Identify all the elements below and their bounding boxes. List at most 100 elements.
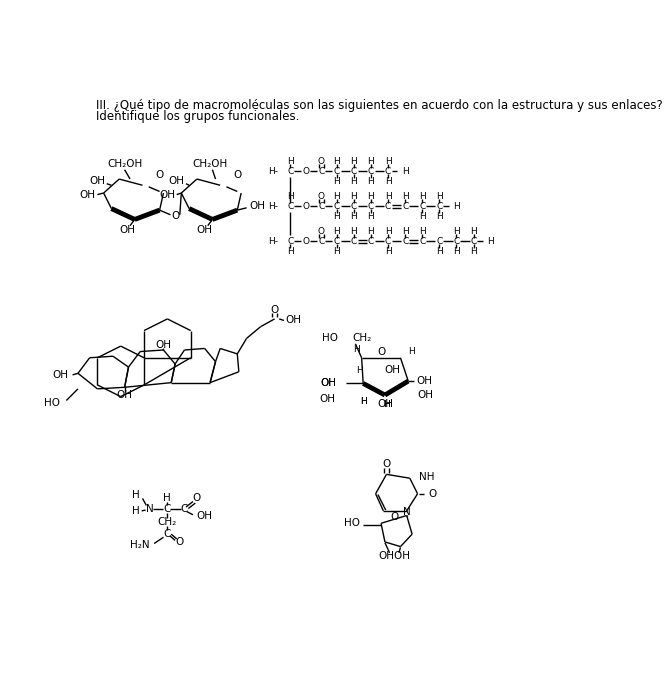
Text: H: H (488, 237, 494, 246)
Text: C: C (436, 237, 442, 246)
Text: C: C (419, 237, 425, 246)
Text: H: H (351, 177, 357, 186)
Text: OH: OH (116, 390, 132, 400)
Text: O: O (318, 192, 324, 201)
Text: H: H (367, 212, 375, 220)
Text: H: H (436, 192, 443, 201)
Text: H: H (163, 494, 171, 503)
Text: H: H (367, 227, 375, 236)
Text: OH: OH (197, 225, 213, 235)
Text: C: C (287, 202, 293, 211)
Text: III. ¿Qué tipo de macromoléculas son las siguientes en acuerdo con la estructura: III. ¿Qué tipo de macromoléculas son las… (96, 99, 662, 112)
Text: C: C (334, 237, 340, 246)
Text: H: H (385, 157, 391, 166)
Text: H: H (383, 400, 390, 409)
Text: C: C (351, 202, 357, 211)
Text: OH: OH (52, 370, 68, 380)
Text: H₂N: H₂N (130, 540, 149, 550)
Text: C: C (287, 167, 293, 176)
Text: O: O (270, 304, 279, 314)
Text: H: H (287, 247, 294, 256)
Text: H: H (360, 397, 367, 406)
Text: O: O (171, 211, 179, 221)
Text: H: H (353, 346, 360, 354)
Text: OH: OH (89, 176, 105, 186)
Text: OH: OH (320, 379, 337, 389)
Text: H: H (287, 157, 294, 166)
Text: H: H (132, 490, 140, 500)
Text: H: H (453, 227, 460, 236)
Text: C: C (385, 202, 391, 211)
Text: H: H (419, 212, 425, 220)
Text: H: H (453, 247, 460, 256)
Text: Identifique los grupos funcionales.: Identifique los grupos funcionales. (96, 111, 299, 123)
Text: H: H (436, 247, 443, 256)
Text: OH: OH (155, 340, 171, 349)
Text: H: H (402, 192, 409, 201)
Text: H: H (385, 247, 391, 256)
Text: OH: OH (320, 379, 337, 389)
Text: O: O (318, 227, 324, 236)
Text: H: H (333, 177, 340, 186)
Text: O: O (302, 202, 309, 211)
Text: O: O (155, 170, 164, 180)
Text: O: O (383, 459, 391, 469)
Text: H-: H- (268, 167, 278, 176)
Text: H: H (333, 227, 340, 236)
Text: H: H (385, 192, 391, 201)
Text: OH: OH (119, 225, 135, 235)
Text: OH: OH (377, 400, 393, 410)
Text: OH: OH (319, 394, 335, 404)
Text: H: H (385, 177, 391, 186)
Text: HO: HO (344, 518, 360, 528)
Text: H: H (470, 247, 477, 256)
Text: H: H (419, 192, 425, 201)
Text: H-: H- (268, 202, 278, 211)
Text: C: C (385, 167, 391, 176)
Text: O: O (302, 237, 309, 246)
Text: C: C (334, 167, 340, 176)
Text: OH: OH (416, 376, 432, 386)
Text: H: H (367, 177, 375, 186)
Text: O: O (192, 494, 200, 503)
Text: C: C (454, 237, 460, 246)
Text: O: O (233, 170, 242, 180)
Text: C: C (351, 167, 357, 176)
Text: O: O (377, 347, 385, 357)
Text: C: C (287, 237, 293, 246)
Text: C: C (402, 237, 408, 246)
Text: H: H (287, 192, 294, 201)
Text: H: H (333, 192, 340, 201)
Text: C: C (163, 529, 171, 539)
Text: OH: OH (250, 201, 266, 211)
Text: H: H (351, 192, 357, 201)
Text: C: C (351, 237, 357, 246)
Text: H: H (436, 212, 443, 220)
Text: H: H (357, 365, 363, 375)
Text: HO: HO (322, 333, 339, 343)
Text: H-: H- (268, 237, 278, 246)
Text: H: H (351, 157, 357, 166)
Text: H: H (361, 397, 367, 406)
Text: C: C (163, 504, 171, 514)
Text: C: C (334, 202, 340, 211)
Text: OH: OH (80, 190, 96, 200)
Text: CH₂OH: CH₂OH (193, 158, 227, 169)
Text: H: H (402, 167, 409, 176)
Text: C: C (385, 237, 391, 246)
Text: C: C (402, 202, 408, 211)
Text: O: O (302, 167, 309, 176)
Text: C: C (318, 202, 324, 211)
Text: H: H (333, 247, 340, 256)
Text: O: O (428, 489, 437, 499)
Text: C: C (368, 237, 374, 246)
Text: O: O (390, 512, 398, 522)
Text: C: C (368, 202, 374, 211)
Text: H: H (333, 212, 340, 220)
Text: H: H (419, 227, 425, 236)
Text: O: O (175, 537, 183, 547)
Text: OH: OH (417, 390, 434, 400)
Text: OHOH: OHOH (378, 551, 410, 561)
Text: OH: OH (286, 316, 302, 326)
Text: N: N (146, 504, 153, 514)
